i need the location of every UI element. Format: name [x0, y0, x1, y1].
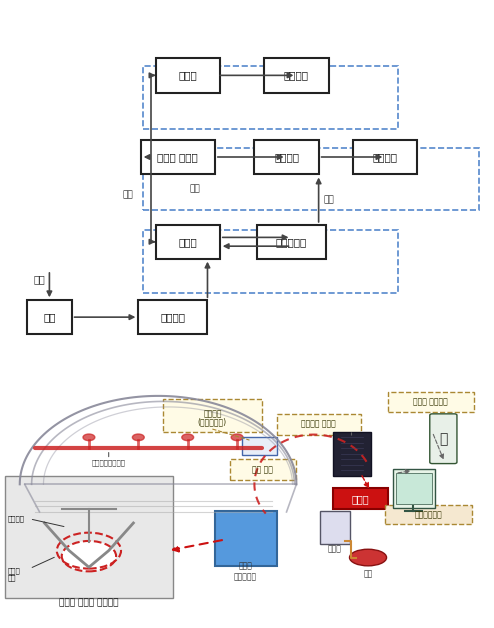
Text: 물받이 일체형 온실거터: 물받이 일체형 온실거터 — [59, 598, 119, 608]
Text: 제어부: 제어부 — [178, 237, 197, 247]
FancyBboxPatch shape — [141, 140, 215, 174]
FancyBboxPatch shape — [320, 511, 350, 544]
Text: 제어: 제어 — [122, 190, 133, 200]
Circle shape — [62, 541, 116, 571]
Text: 보일러: 보일러 — [178, 70, 197, 80]
Text: 📱: 📱 — [439, 431, 447, 446]
FancyBboxPatch shape — [138, 300, 207, 334]
Text: 제설제분사파이프: 제설제분사파이프 — [92, 459, 125, 465]
Text: 열풍배관: 열풍배관 — [7, 516, 24, 522]
Text: 압축센서: 압축센서 — [203, 409, 222, 418]
FancyBboxPatch shape — [5, 476, 173, 598]
Circle shape — [182, 434, 194, 441]
Ellipse shape — [349, 550, 386, 566]
Text: 제어: 제어 — [190, 184, 201, 193]
Text: 이송펌프: 이송펌프 — [274, 152, 299, 162]
FancyBboxPatch shape — [254, 140, 319, 174]
FancyBboxPatch shape — [393, 469, 435, 508]
Circle shape — [83, 434, 95, 441]
Text: 분사노즐: 분사노즐 — [373, 152, 398, 162]
FancyBboxPatch shape — [156, 58, 220, 92]
FancyBboxPatch shape — [156, 224, 220, 259]
FancyBboxPatch shape — [396, 474, 432, 504]
Text: 물받이
홈통: 물받이 홈통 — [7, 567, 20, 582]
FancyBboxPatch shape — [388, 392, 474, 413]
Text: 제어: 제어 — [324, 195, 334, 204]
Text: 보일러: 보일러 — [328, 544, 342, 554]
FancyBboxPatch shape — [215, 511, 277, 566]
FancyBboxPatch shape — [333, 432, 370, 476]
FancyBboxPatch shape — [264, 58, 329, 92]
Text: 온보주 스마트폰: 온보주 스마트폰 — [413, 398, 448, 407]
Text: 제설제 저장조: 제설제 저장조 — [158, 152, 198, 162]
FancyBboxPatch shape — [163, 399, 262, 432]
Text: 온실: 온실 — [43, 312, 56, 322]
FancyBboxPatch shape — [27, 300, 72, 334]
FancyBboxPatch shape — [353, 140, 417, 174]
Text: 친환경
액상제설제: 친환경 액상제설제 — [234, 561, 257, 582]
FancyBboxPatch shape — [257, 224, 326, 259]
Text: 강설: 강설 — [34, 274, 45, 284]
FancyBboxPatch shape — [430, 414, 457, 463]
Text: (설하중센싱): (설하중센싱) — [198, 418, 227, 426]
Text: 압축센서: 압축센서 — [161, 312, 185, 322]
FancyBboxPatch shape — [385, 505, 472, 524]
FancyBboxPatch shape — [242, 437, 277, 455]
Text: 열풍 제어: 열풍 제어 — [252, 465, 273, 474]
FancyBboxPatch shape — [333, 489, 388, 509]
Circle shape — [132, 434, 144, 441]
FancyBboxPatch shape — [277, 414, 361, 435]
FancyBboxPatch shape — [230, 460, 296, 480]
Text: 제어부: 제어부 — [352, 494, 370, 504]
Text: 열풍배관: 열풍배관 — [284, 70, 309, 80]
Circle shape — [231, 434, 243, 441]
Text: 스마트기기: 스마트기기 — [276, 237, 307, 247]
Text: 펌프: 펌프 — [364, 570, 372, 578]
Text: 통합서버 플랫폼: 통합서버 플랫폼 — [301, 420, 336, 429]
Text: 관리프로그램: 관리프로그램 — [414, 510, 442, 519]
